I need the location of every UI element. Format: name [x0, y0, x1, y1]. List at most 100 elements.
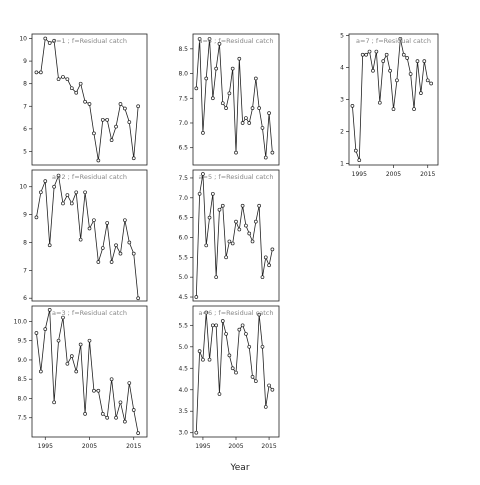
data-point — [105, 117, 110, 122]
data-point — [131, 251, 136, 256]
data-point — [220, 101, 225, 106]
data-point — [237, 227, 242, 232]
data-point — [253, 379, 258, 384]
data-point — [96, 158, 101, 163]
data-point — [224, 332, 228, 336]
series-line — [352, 38, 432, 161]
data-point — [371, 68, 375, 73]
data-point — [61, 75, 65, 79]
series-line — [36, 37, 139, 161]
y-tick-label: 9.5 — [17, 338, 27, 345]
y-tick-label: 5.0 — [178, 344, 188, 351]
data-point — [100, 246, 105, 250]
data-point — [87, 102, 92, 106]
data-point — [207, 357, 212, 362]
y-tick-label: 8 — [23, 239, 27, 246]
data-point — [201, 172, 205, 176]
data-point — [267, 111, 271, 115]
data-point — [123, 218, 127, 223]
data-point — [353, 148, 358, 153]
data-point — [247, 344, 252, 349]
y-tick-label: 5 — [340, 33, 344, 40]
data-point — [69, 354, 74, 358]
data-point — [201, 131, 205, 135]
series-line — [195, 312, 273, 433]
y-tick-label: 3.5 — [178, 408, 188, 415]
panel-grid: 5 6 7 8 9 10 a=1 ; f=Residual catch 6.5 7.0 7.5 8.… — [14, 33, 439, 450]
data-point — [374, 49, 379, 54]
y-tick-label: 7.5 — [17, 415, 27, 422]
data-point — [74, 190, 79, 195]
panel-label: a=6 ; f=Residual catch — [199, 309, 274, 317]
data-point — [47, 308, 52, 312]
data-point — [34, 331, 39, 335]
data-point — [131, 156, 136, 161]
y-tick-label: 8.5 — [17, 376, 27, 383]
series-line — [195, 173, 273, 298]
data-point — [391, 107, 396, 111]
data-point — [247, 231, 252, 236]
data-point — [52, 400, 56, 405]
data-point — [100, 412, 105, 416]
data-point — [204, 76, 209, 81]
data-point — [217, 207, 222, 212]
panel-label: a=1 ; f=Residual catch — [52, 37, 127, 45]
data-point — [127, 240, 132, 245]
panel-label: a=2 ; f=Residual catch — [52, 173, 127, 181]
panel-frame — [31, 169, 148, 302]
y-tick-label: 5.5 — [178, 322, 188, 329]
data-point — [217, 42, 222, 46]
data-point — [201, 357, 205, 362]
y-tick-label: 4.5 — [178, 365, 188, 372]
data-point — [260, 126, 265, 130]
data-point — [92, 218, 96, 223]
data-point — [78, 342, 83, 347]
y-tick-label: 4 — [340, 65, 344, 72]
data-point — [92, 131, 96, 136]
data-point — [227, 353, 232, 358]
data-point — [92, 388, 96, 393]
data-point — [69, 201, 74, 206]
y-tick-label: 9 — [23, 58, 27, 65]
data-point — [244, 223, 248, 228]
y-tick-label: 1 — [340, 160, 344, 167]
data-point — [56, 173, 61, 178]
panel-3: 1 2 3 4 5 1995 2005 2015 a=7 ; f=Residual catch — [340, 33, 439, 178]
data-point — [87, 338, 92, 343]
y-tick-label: 7.0 — [178, 120, 188, 127]
data-point — [360, 52, 365, 57]
data-point — [131, 408, 136, 412]
data-point — [65, 77, 70, 82]
data-point — [78, 237, 83, 242]
data-point — [357, 158, 362, 163]
series-line — [36, 309, 139, 434]
y-tick-label: 9.0 — [17, 357, 27, 364]
data-point — [109, 377, 114, 382]
y-tick-label: 7 — [23, 267, 27, 274]
data-point — [83, 99, 87, 104]
data-point — [240, 121, 245, 125]
data-point — [250, 239, 255, 244]
y-tick-label: 6.0 — [178, 234, 188, 241]
data-point — [237, 327, 242, 332]
data-point — [405, 56, 410, 60]
data-point — [270, 247, 275, 252]
y-tick-label: 6 — [23, 126, 27, 133]
panel-2: 6.5 7.0 7.5 8.0 8.5 a=4 ; f=Residual catch — [178, 33, 280, 166]
panel-label: a=3 ; f=Residual catch — [52, 309, 127, 317]
data-point — [74, 369, 79, 374]
data-point — [43, 327, 48, 331]
data-point — [65, 361, 70, 366]
data-point — [234, 370, 238, 375]
panel-7: 3.0 3.5 4.0 4.5 5.0 5.5 1995 2005 2015 a=6 ; f=Re… — [178, 305, 280, 450]
data-point — [34, 70, 39, 75]
y-tick-label: 6.5 — [178, 215, 188, 222]
data-point — [250, 375, 255, 379]
panel-label: a=7 ; f=Residual catch — [356, 37, 431, 45]
panel-5: 4.5 5.0 5.5 6.0 6.5 7.0 7.5 a=5 ; f=Residual ca… — [178, 169, 280, 302]
y-tick-label: 7 — [23, 103, 27, 110]
data-point — [234, 150, 238, 155]
y-tick-label: 3.0 — [178, 430, 188, 437]
data-point — [364, 52, 368, 57]
